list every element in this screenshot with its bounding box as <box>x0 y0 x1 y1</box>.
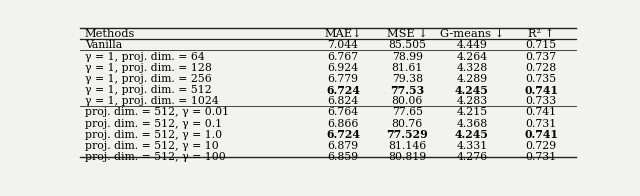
Text: 77.65: 77.65 <box>392 107 423 117</box>
Text: 6.724: 6.724 <box>326 129 360 140</box>
Text: 0.741: 0.741 <box>524 129 558 140</box>
Text: proj. dim. = 512, γ = 0.01: proj. dim. = 512, γ = 0.01 <box>85 107 229 117</box>
Text: 0.729: 0.729 <box>525 141 557 151</box>
Text: 4.215: 4.215 <box>456 107 488 117</box>
Text: γ = 1, proj. dim. = 1024: γ = 1, proj. dim. = 1024 <box>85 96 219 106</box>
Text: 7.044: 7.044 <box>328 40 358 50</box>
Text: MSE ↓: MSE ↓ <box>387 29 428 39</box>
Text: 0.735: 0.735 <box>525 74 557 84</box>
Text: proj. dim. = 512, γ = 1.0: proj. dim. = 512, γ = 1.0 <box>85 130 222 140</box>
Text: 80.76: 80.76 <box>392 119 423 129</box>
Text: 0.741: 0.741 <box>525 107 557 117</box>
Text: proj. dim. = 512, γ = 100: proj. dim. = 512, γ = 100 <box>85 152 226 162</box>
Text: 78.99: 78.99 <box>392 52 423 62</box>
Text: 0.741: 0.741 <box>524 85 558 96</box>
Text: 85.505: 85.505 <box>388 40 426 50</box>
Text: γ = 1, proj. dim. = 64: γ = 1, proj. dim. = 64 <box>85 52 205 62</box>
Text: γ = 1, proj. dim. = 128: γ = 1, proj. dim. = 128 <box>85 63 212 73</box>
Text: proj. dim. = 512, γ = 10: proj. dim. = 512, γ = 10 <box>85 141 219 151</box>
Text: 0.731: 0.731 <box>525 119 557 129</box>
Text: 6.779: 6.779 <box>328 74 358 84</box>
Text: 77.53: 77.53 <box>390 85 424 96</box>
Text: 4.276: 4.276 <box>456 152 488 162</box>
Text: 6.924: 6.924 <box>327 63 358 73</box>
Text: 4.245: 4.245 <box>455 129 489 140</box>
Text: Methods: Methods <box>85 29 135 39</box>
Text: 0.733: 0.733 <box>525 96 557 106</box>
Text: 6.824: 6.824 <box>327 96 358 106</box>
Text: 81.61: 81.61 <box>392 63 423 73</box>
Text: 4.331: 4.331 <box>456 141 488 151</box>
Text: 6.866: 6.866 <box>327 119 358 129</box>
Text: 80.819: 80.819 <box>388 152 426 162</box>
Text: 4.264: 4.264 <box>456 52 488 62</box>
Text: 4.368: 4.368 <box>456 119 488 129</box>
Text: proj. dim. = 512, γ = 0.1: proj. dim. = 512, γ = 0.1 <box>85 119 222 129</box>
Text: 4.245: 4.245 <box>455 85 489 96</box>
Text: Vanilla: Vanilla <box>85 40 122 50</box>
Text: 4.328: 4.328 <box>456 63 488 73</box>
Text: γ = 1, proj. dim. = 512: γ = 1, proj. dim. = 512 <box>85 85 212 95</box>
Text: 4.283: 4.283 <box>456 96 488 106</box>
Text: MAE↓: MAE↓ <box>324 29 362 39</box>
Text: 6.859: 6.859 <box>327 152 358 162</box>
Text: 81.146: 81.146 <box>388 141 426 151</box>
Text: 0.737: 0.737 <box>525 52 557 62</box>
Text: 77.529: 77.529 <box>387 129 428 140</box>
Text: 79.38: 79.38 <box>392 74 423 84</box>
Text: G-means ↓: G-means ↓ <box>440 29 504 39</box>
Text: 6.724: 6.724 <box>326 85 360 96</box>
Text: γ = 1, proj. dim. = 256: γ = 1, proj. dim. = 256 <box>85 74 212 84</box>
Text: R² ↑: R² ↑ <box>528 29 554 39</box>
Text: 6.764: 6.764 <box>327 107 358 117</box>
Text: 0.728: 0.728 <box>525 63 557 73</box>
Text: 4.289: 4.289 <box>456 74 488 84</box>
Text: 4.449: 4.449 <box>456 40 487 50</box>
Text: 0.731: 0.731 <box>525 152 557 162</box>
Text: 0.715: 0.715 <box>525 40 557 50</box>
Text: 6.879: 6.879 <box>327 141 358 151</box>
Text: 6.767: 6.767 <box>327 52 358 62</box>
Text: 80.06: 80.06 <box>392 96 423 106</box>
